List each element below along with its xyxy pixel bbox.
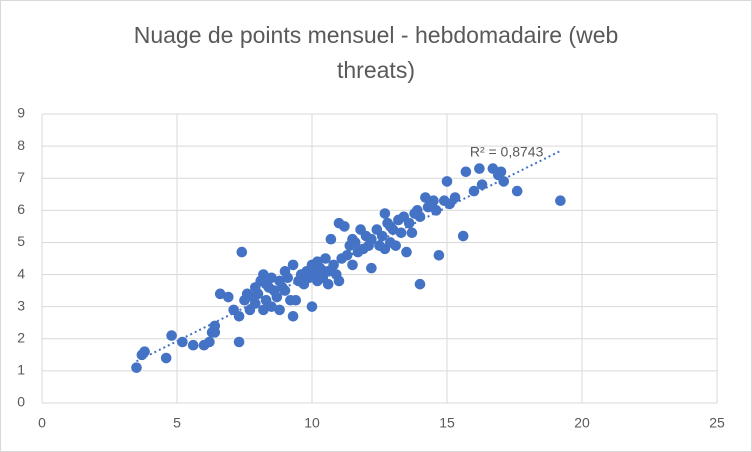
x-tick-label: 5 [173,415,181,431]
trendline-label: R² = 0,8743 [470,144,544,160]
point [449,192,461,203]
point [214,288,226,300]
point [441,176,453,187]
point [271,291,283,303]
point [433,249,445,261]
trendline [136,150,561,363]
point [339,221,350,232]
x-tick-label: 10 [304,415,320,431]
point [258,304,269,316]
y-tick-label: 4 [17,265,25,281]
point [366,262,377,274]
point [460,166,472,178]
point [139,346,150,357]
point [406,227,418,239]
y-tick-label: 0 [17,394,25,410]
point [476,179,488,190]
point [347,259,358,271]
y-tick-label: 2 [17,329,25,345]
point [233,336,245,348]
x-tick-label: 0 [38,415,46,431]
point [347,233,358,245]
x-tick-label: 25 [709,415,725,431]
point [409,208,420,219]
point [177,336,188,348]
point [468,185,480,197]
point [414,278,426,290]
point [287,259,299,271]
point [260,278,272,290]
point [223,291,234,303]
point [428,195,439,206]
point [385,221,396,232]
y-tick-label: 9 [17,105,25,121]
point [290,294,302,306]
point [160,352,172,364]
point [395,227,407,239]
point [258,269,269,280]
point [403,217,415,229]
point [166,330,177,341]
point [325,233,337,245]
point [390,240,402,251]
point [511,185,523,197]
point [236,246,248,258]
point [379,208,391,219]
point [187,339,199,351]
point [401,246,412,258]
y-tick-label: 5 [17,233,25,249]
point [250,282,261,293]
y-tick-label: 8 [17,137,25,153]
point [320,253,331,264]
point [322,278,334,290]
point [498,176,510,187]
y-tick-label: 6 [17,201,25,217]
point [495,166,507,178]
point [366,233,377,245]
point [474,163,485,174]
point [266,301,277,312]
point [328,259,339,271]
point [312,256,323,268]
point [209,327,221,338]
point [341,249,353,261]
point [555,195,566,206]
point [333,275,345,287]
point [306,301,318,312]
y-tick-label: 1 [17,362,25,378]
x-tick-label: 20 [574,415,590,431]
point [233,311,245,322]
y-tick-label: 7 [17,169,25,185]
point [204,336,215,348]
chart-title: Nuage de points mensuel - hebdomadaire (… [133,22,619,83]
point [279,285,291,296]
point [457,230,469,242]
point [131,362,142,373]
point [287,311,299,322]
point [282,272,294,284]
point [420,192,431,203]
y-tick-label: 3 [17,297,25,313]
point [274,304,285,316]
x-tick-label: 15 [439,415,455,431]
